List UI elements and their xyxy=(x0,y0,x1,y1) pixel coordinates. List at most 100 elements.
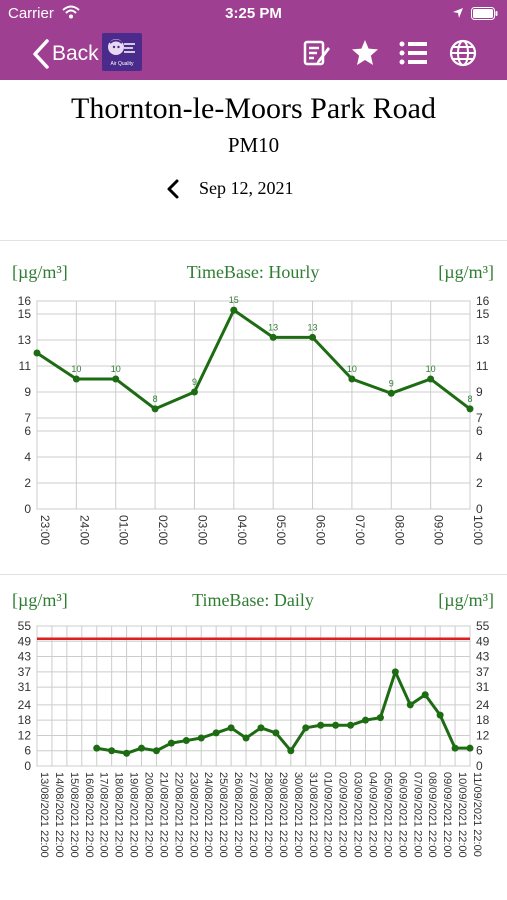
status-time: 3:25 PM xyxy=(225,5,282,22)
daily-x-tick-label: 11/09/2021 22:00 xyxy=(471,772,483,857)
list-icon[interactable] xyxy=(398,38,428,68)
logo-text: Air Quality xyxy=(110,61,134,67)
daily-y-tick-right: 55 xyxy=(476,619,490,633)
daily-y-tick-right: 49 xyxy=(476,634,490,648)
daily-x-tick-label: 29/08/2021 22:00 xyxy=(277,772,289,858)
globe-icon[interactable] xyxy=(448,38,478,68)
notes-icon[interactable] xyxy=(301,38,331,68)
daily-x-tick-label: 05/09/2021 22:00 xyxy=(381,772,393,858)
hourly-series-line xyxy=(36,308,471,411)
section-divider xyxy=(0,240,507,241)
daily-x-tick-label: 08/09/2021 22:00 xyxy=(426,772,438,858)
hourly-x-tick-label: 04:00 xyxy=(235,515,249,545)
hourly-data-point xyxy=(230,306,238,314)
pollutant-name: PM10 xyxy=(227,133,280,157)
hourly-data-label: 10 xyxy=(347,364,357,374)
hourly-y-tick-left: 2 xyxy=(24,476,31,490)
daily-data-point xyxy=(361,716,369,724)
daily-data-point xyxy=(257,724,265,732)
station-title: Thornton-le-Moors Park Road xyxy=(71,92,436,125)
star-icon[interactable] xyxy=(350,38,380,68)
hourly-y-tick-left: 6 xyxy=(24,424,31,438)
daily-data-point xyxy=(212,729,220,737)
daily-x-tick-label: 02/09/2021 22:00 xyxy=(337,772,349,858)
hourly-y-tick-left: 16 xyxy=(18,294,32,308)
daily-x-tick-label: 13/08/2021 22:00 xyxy=(38,772,50,858)
daily-data-point xyxy=(272,729,280,737)
daily-data-point xyxy=(451,744,459,752)
daily-y-tick-left: 43 xyxy=(18,650,32,664)
hourly-x-tick-label: 10:00 xyxy=(471,515,485,545)
daily-x-tick-label: 19/08/2021 22:00 xyxy=(128,772,140,858)
hourly-data-point xyxy=(309,333,317,341)
daily-y-tick-left: 37 xyxy=(18,665,32,679)
daily-data-point xyxy=(376,714,384,722)
daily-x-tick-label: 16/08/2021 22:00 xyxy=(83,772,95,858)
daily-data-point xyxy=(138,744,146,752)
hourly-data-point xyxy=(190,388,198,396)
daily-data-point xyxy=(406,701,414,709)
hourly-data-label: 10 xyxy=(71,364,81,374)
hourly-data-label: 13 xyxy=(268,322,278,332)
hourly-plot-frame xyxy=(36,300,471,510)
hourly-data-label: 10 xyxy=(426,364,436,374)
hourly-y-tick-left: 15 xyxy=(18,307,32,321)
daily-data-point xyxy=(347,721,355,729)
daily-data-point xyxy=(93,744,101,752)
daily-x-tick-label: 15/08/2021 22:00 xyxy=(68,772,80,858)
daily-data-point xyxy=(436,711,444,719)
hourly-y-tick-right: 16 xyxy=(476,294,490,308)
daily-unit-right: [µg/m³] xyxy=(438,590,494,610)
daily-x-tick-label: 26/08/2021 22:00 xyxy=(232,772,244,858)
daily-x-tick-label: 20/08/2021 22:00 xyxy=(143,772,155,858)
hourly-y-tick-left: 9 xyxy=(24,385,31,399)
hourly-y-tick-right: 15 xyxy=(476,307,490,321)
hourly-chart-title: TimeBase: Hourly xyxy=(187,262,320,282)
daily-x-tick-label: 23/08/2021 22:00 xyxy=(187,772,199,858)
daily-y-tick-left: 12 xyxy=(18,728,32,742)
hourly-unit-left: [µg/m³] xyxy=(12,262,68,282)
battery-icon xyxy=(471,7,498,20)
daily-x-tick-label: 04/09/2021 22:00 xyxy=(366,772,378,858)
daily-x-tick-label: 06/09/2021 22:00 xyxy=(396,772,408,858)
hourly-data-point xyxy=(112,375,120,383)
status-bar: Carrier 3:25 PM xyxy=(0,0,507,28)
daily-data-point xyxy=(287,747,295,755)
hourly-y-tick-right: 7 xyxy=(476,411,483,425)
hourly-data-label: 10 xyxy=(111,364,121,374)
daily-chart: [µg/m³] TimeBase: Daily [µg/m³] 0 06 612 12… xyxy=(12,590,494,858)
previous-date-button[interactable] xyxy=(163,176,183,202)
hourly-x-tick-label: 06:00 xyxy=(314,515,328,545)
hourly-data-point xyxy=(348,375,356,383)
hourly-y-tick-right: 2 xyxy=(476,476,483,490)
hourly-unit-right: [µg/m³] xyxy=(438,262,494,282)
daily-y-tick-right: 0 xyxy=(476,759,483,773)
daily-x-tick-label: 30/08/2021 22:00 xyxy=(292,772,304,858)
daily-x-tick-label: 22/08/2021 22:00 xyxy=(172,772,184,858)
daily-x-tick-label: 07/09/2021 22:00 xyxy=(411,772,423,858)
hourly-y-tick-right: 13 xyxy=(476,333,490,347)
hourly-data-label: 15 xyxy=(229,295,239,305)
app-logo: Air Quality xyxy=(102,33,142,71)
back-button[interactable]: Back xyxy=(32,34,99,74)
hourly-data-label: 9 xyxy=(192,377,197,387)
daily-series-line xyxy=(96,670,470,755)
hourly-data-point xyxy=(151,405,159,413)
daily-data-point xyxy=(227,724,235,732)
daily-data-point xyxy=(167,739,175,747)
daily-y-tick-left: 49 xyxy=(18,634,32,648)
hourly-data-point xyxy=(427,375,435,383)
hourly-y-tick-left: 4 xyxy=(24,450,31,464)
daily-x-tick-label: 31/08/2021 22:00 xyxy=(307,772,319,858)
hourly-y-tick-left: 7 xyxy=(24,411,31,425)
daily-y-tick-right: 37 xyxy=(476,665,490,679)
daily-x-tick-label: 21/08/2021 22:00 xyxy=(157,772,169,858)
daily-x-tick-label: 18/08/2021 22:00 xyxy=(113,772,125,858)
chevron-left-icon xyxy=(33,39,49,69)
hourly-x-tick-label: 02:00 xyxy=(156,515,170,545)
daily-y-tick-right: 12 xyxy=(476,728,490,742)
date-selector: Sep 12, 2021 xyxy=(0,176,507,202)
carrier-label: Carrier xyxy=(8,5,54,22)
daily-data-point xyxy=(197,734,205,742)
daily-data-point xyxy=(123,749,131,757)
